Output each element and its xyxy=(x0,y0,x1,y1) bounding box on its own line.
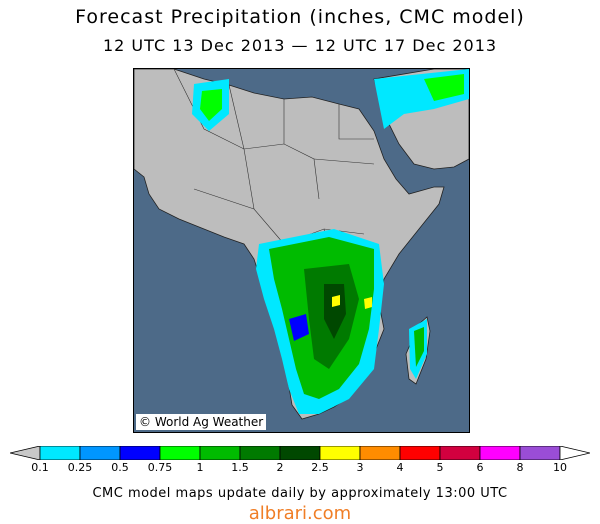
colorbar-low-cap xyxy=(10,446,41,460)
colorbar-tick-label: 8 xyxy=(516,461,524,474)
precip-peak-2 xyxy=(364,297,372,309)
precip-arabia-heavy xyxy=(424,74,464,101)
update-note: CMC model maps update daily by approxima… xyxy=(92,486,508,501)
africa-precip-map xyxy=(134,69,469,432)
watermark: albrari.com xyxy=(248,503,352,524)
colorbar-tick-label: 0.5 xyxy=(111,461,129,474)
colorbar-tick-label: 6 xyxy=(476,461,484,474)
colorbar-bin xyxy=(439,446,481,460)
colorbar-bin xyxy=(479,446,521,460)
colorbar-bin xyxy=(239,446,281,460)
chart-title: Forecast Precipitation (inches, CMC mode… xyxy=(75,6,525,28)
precip-colorbar xyxy=(10,446,590,460)
precip-peak-1 xyxy=(332,295,340,307)
precip-shading xyxy=(192,69,469,414)
colorbar-tick-label: 1 xyxy=(196,461,204,474)
colorbar-tick-label: 1.5 xyxy=(231,461,249,474)
colorbar-bin xyxy=(119,446,161,460)
colorbar-bin xyxy=(39,446,81,460)
colorbar-bin xyxy=(319,446,361,460)
precip-central-very-heavy xyxy=(324,284,346,339)
colorbar-bin xyxy=(159,446,201,460)
colorbar-tick-label: 4 xyxy=(396,461,404,474)
colorbar-tick-label: 10 xyxy=(553,461,567,474)
precip-west-blue xyxy=(289,314,309,341)
precip-north-africa-heavy xyxy=(200,89,222,121)
colorbar-high-cap xyxy=(559,446,590,460)
colorbar-tick-label: 5 xyxy=(436,461,444,474)
date-range: 12 UTC 13 Dec 2013 — 12 UTC 17 Dec 2013 xyxy=(102,36,498,55)
precip-madagascar-heavy xyxy=(414,327,424,367)
colorbar-bin xyxy=(199,446,241,460)
colorbar-tick-label: 0.25 xyxy=(67,461,93,474)
colorbar-tick-label: 2 xyxy=(276,461,284,474)
colorbar-tick-label: 3 xyxy=(356,461,364,474)
colorbar-tick-label: 0.75 xyxy=(147,461,173,474)
colorbar-bin xyxy=(519,446,561,460)
colorbar-tick-label: 2.5 xyxy=(311,461,329,474)
colorbar-bin xyxy=(79,446,121,460)
colorbar-bin xyxy=(279,446,321,460)
colorbar-bin xyxy=(359,446,401,460)
map-credit: © World Ag Weather xyxy=(136,414,267,430)
colorbar-bin xyxy=(399,446,441,460)
map-panel: © World Ag Weather xyxy=(133,68,470,433)
colorbar-tick-label: 0.1 xyxy=(31,461,49,474)
